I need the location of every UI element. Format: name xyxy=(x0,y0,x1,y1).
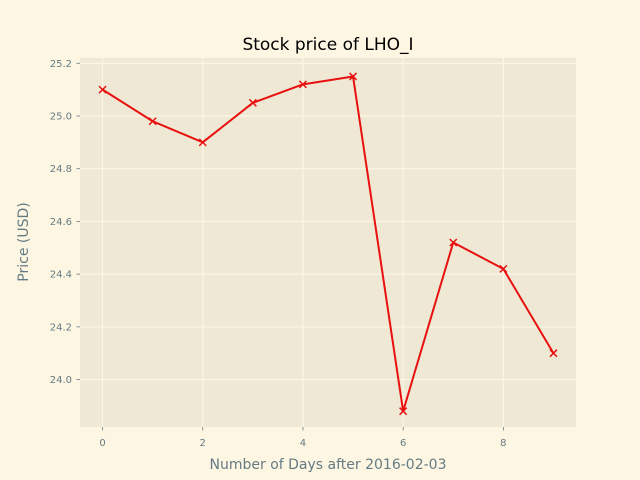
x-axis-label: Number of Days after 2016-02-03 xyxy=(210,457,447,473)
plot-area xyxy=(80,58,576,427)
data-point-marker xyxy=(549,349,558,358)
data-point-marker xyxy=(298,80,307,89)
y-tick-label: 25.0 xyxy=(50,111,72,122)
series-line xyxy=(102,75,555,413)
x-tick-label: 6 xyxy=(400,438,406,449)
data-point-marker xyxy=(449,238,458,247)
y-tick-label: 24.8 xyxy=(50,164,72,175)
grid xyxy=(80,58,576,427)
data-point-marker xyxy=(148,117,157,126)
series-layer xyxy=(98,72,558,416)
tick-labels: 0 2 4 6 8 24.0 24.2 24.4 24.6 24.8 25.0 25.2 xyxy=(50,59,507,449)
data-point-marker xyxy=(198,138,207,147)
y-tick-label: 24.0 xyxy=(50,375,72,386)
y-axis-label: Price (USD) xyxy=(16,202,32,281)
y-tick-label: 25.2 xyxy=(50,59,72,70)
y-tick-label: 24.6 xyxy=(50,217,72,228)
x-tick-label: 8 xyxy=(500,438,506,449)
data-point-marker xyxy=(98,85,107,94)
data-point-marker xyxy=(399,407,408,416)
x-tick-label: 2 xyxy=(200,438,206,449)
x-tick-label: 0 xyxy=(99,438,105,449)
x-tick-label: 4 xyxy=(300,438,306,449)
chart-title: Stock price of LHO_I xyxy=(242,35,413,55)
data-point-marker xyxy=(499,264,508,273)
data-point-marker xyxy=(248,98,257,107)
data-point-marker xyxy=(349,72,358,81)
y-tick-label: 24.2 xyxy=(50,322,72,333)
y-tick-label: 24.4 xyxy=(50,270,72,281)
